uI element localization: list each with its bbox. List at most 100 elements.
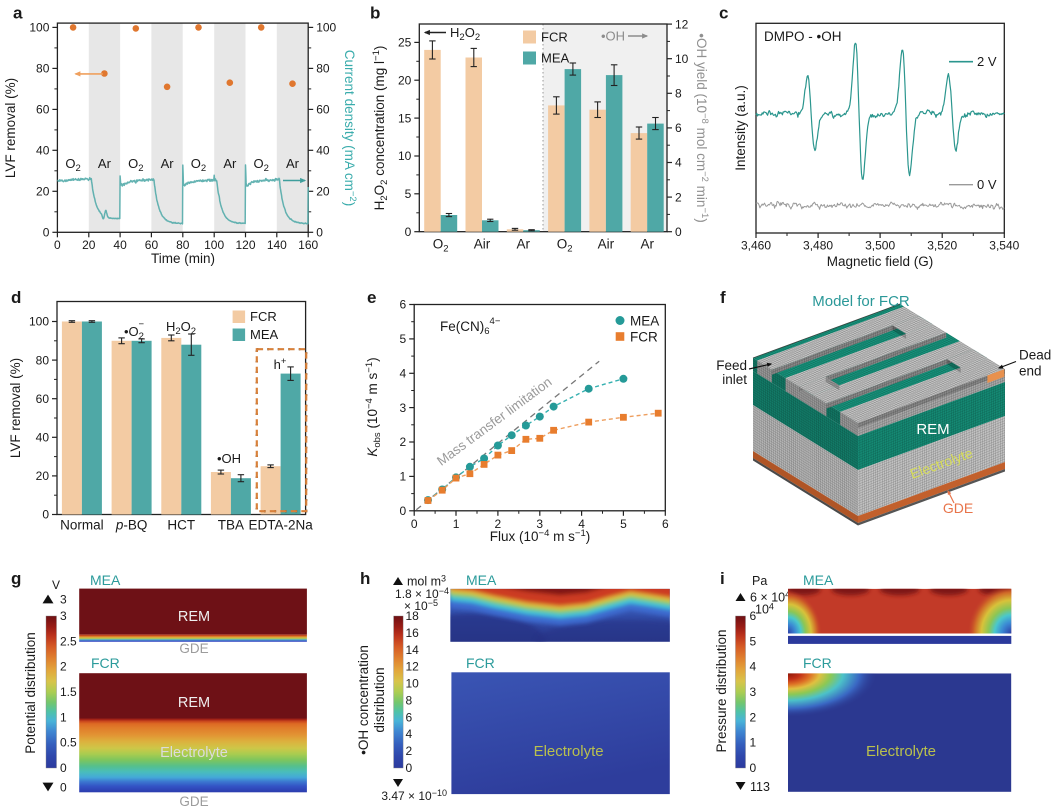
svg-text:2: 2 [406, 744, 413, 758]
svg-text:Air: Air [474, 237, 491, 252]
svg-text:100: 100 [316, 21, 336, 35]
svg-text:0: 0 [54, 238, 61, 252]
svg-text:0 V: 0 V [977, 177, 997, 192]
svg-text:16: 16 [406, 626, 420, 640]
svg-text:8: 8 [406, 693, 413, 707]
svg-text:6: 6 [400, 298, 407, 312]
svg-text:Normal: Normal [60, 518, 104, 533]
svg-text:80: 80 [316, 62, 330, 76]
svg-text:Fe(CN)6​4−​: Fe(CN)6​4−​ [440, 316, 501, 337]
svg-text:Ar: Ar [161, 156, 175, 171]
svg-text:0: 0 [750, 761, 757, 775]
svg-text:2: 2 [495, 517, 502, 531]
svg-text:Electrolyte: Electrolyte [866, 743, 936, 760]
svg-text:3,480: 3,480 [803, 239, 833, 253]
svg-text:TBA: TBA [218, 518, 244, 533]
svg-text:Intensity (a.u.): Intensity (a.u.) [733, 85, 748, 171]
svg-text:Magnetic field (G): Magnetic field (G) [827, 254, 934, 269]
svg-text:h: h [360, 569, 370, 588]
svg-text:•O2​−​: •O2​−​ [124, 319, 144, 342]
svg-text:5: 5 [750, 634, 757, 648]
svg-text:REM: REM [916, 421, 949, 438]
svg-text:H2​O2​: H2​O2​ [450, 25, 480, 43]
svg-text:Flux (10−4​ m s−1​): Flux (10−4​ m s−1​) [490, 528, 590, 544]
svg-text:6: 6 [750, 609, 757, 623]
svg-text:104​: 104​ [755, 602, 774, 617]
svg-text:8: 8 [675, 87, 682, 101]
svg-text:Mass transfer limitation: Mass transfer limitation [434, 374, 554, 469]
svg-text:4: 4 [406, 727, 413, 741]
svg-text:2: 2 [400, 435, 407, 449]
svg-text:60: 60 [36, 103, 50, 117]
svg-text:Current density (mA cm−2​): Current density (mA cm−2​) [342, 50, 358, 206]
svg-text:Kobs​ (10−4​ m s−1​): Kobs​ (10−4​ m s−1​) [364, 357, 383, 456]
svg-text:0: 0 [42, 508, 49, 522]
svg-text:80: 80 [176, 238, 190, 252]
svg-text:H2​O2​: H2​O2​ [166, 319, 196, 337]
svg-text:MEA: MEA [541, 51, 570, 66]
svg-text:20: 20 [36, 469, 50, 483]
svg-text:2: 2 [675, 190, 682, 204]
svg-text:140: 140 [267, 238, 287, 252]
svg-text:1: 1 [750, 736, 757, 750]
svg-text:•OH yield (10−8​ mol cm−2​ min: •OH yield (10−8​ mol cm−2​ min−1​) [694, 33, 710, 223]
svg-text:GDE: GDE [179, 641, 208, 656]
svg-text:3.47 × 10−10​: 3.47 × 10−10​ [381, 788, 447, 803]
svg-text:Dead: Dead [1019, 348, 1051, 363]
svg-text:4: 4 [400, 366, 407, 380]
svg-text:Feed: Feed [716, 358, 747, 373]
svg-text:20: 20 [82, 238, 96, 252]
svg-text:14: 14 [406, 643, 420, 657]
svg-text:p-BQ: p-BQ [115, 518, 148, 533]
svg-text:120: 120 [235, 238, 255, 252]
svg-text:2: 2 [750, 710, 757, 724]
svg-text:0: 0 [411, 517, 418, 531]
svg-text:O2​: O2​ [128, 156, 143, 174]
svg-text:5: 5 [620, 517, 627, 531]
svg-text:Ar: Ar [640, 237, 654, 252]
svg-text:40: 40 [113, 238, 127, 252]
svg-text:MEA: MEA [803, 572, 834, 588]
svg-text:100: 100 [29, 21, 49, 35]
svg-text:80: 80 [36, 353, 50, 367]
svg-text:12: 12 [675, 17, 689, 31]
svg-text:20: 20 [316, 185, 330, 199]
svg-text:c: c [719, 4, 728, 23]
svg-text:Pa: Pa [752, 574, 767, 588]
svg-text:distribution: distribution [372, 667, 387, 732]
svg-text:0: 0 [60, 761, 67, 775]
svg-text:d: d [11, 288, 21, 307]
svg-text:FCR: FCR [803, 655, 832, 671]
svg-text:Electrolyte: Electrolyte [534, 743, 604, 760]
svg-text:DMPO - •OH: DMPO - •OH [764, 29, 841, 44]
svg-text:5: 5 [400, 332, 407, 346]
svg-text:Ar: Ar [98, 156, 112, 171]
svg-text:40: 40 [316, 144, 330, 158]
svg-text:0: 0 [60, 781, 67, 795]
svg-text:1.8 × 10−4​: 1.8 × 10−4​ [395, 586, 449, 601]
svg-text:10: 10 [406, 677, 420, 691]
svg-text:6: 6 [675, 121, 682, 135]
svg-text:Ar: Ar [517, 237, 531, 252]
svg-text:a: a [13, 4, 23, 23]
svg-text:60: 60 [36, 392, 50, 406]
svg-text:3,520: 3,520 [927, 239, 957, 253]
svg-text:3: 3 [750, 685, 757, 699]
svg-text:1: 1 [60, 710, 67, 724]
svg-text:LVF removal (%): LVF removal (%) [8, 358, 23, 458]
svg-text:3,500: 3,500 [865, 239, 895, 253]
svg-text:100: 100 [29, 315, 49, 329]
svg-text:FCR: FCR [250, 309, 277, 324]
svg-text:O2​: O2​ [433, 237, 449, 255]
svg-text:inlet: inlet [722, 372, 747, 387]
svg-text:MEA: MEA [630, 314, 659, 329]
svg-text:1: 1 [400, 470, 407, 484]
svg-text:2: 2 [60, 660, 67, 674]
svg-text:20: 20 [398, 73, 412, 87]
svg-text:•OH: •OH [601, 29, 625, 44]
svg-text:0: 0 [400, 504, 407, 518]
svg-text:Potential distribution: Potential distribution [23, 632, 38, 754]
svg-text:mol m3​: mol m3​ [407, 574, 446, 589]
svg-text:f: f [720, 288, 726, 307]
svg-text:3,540: 3,540 [989, 239, 1019, 253]
